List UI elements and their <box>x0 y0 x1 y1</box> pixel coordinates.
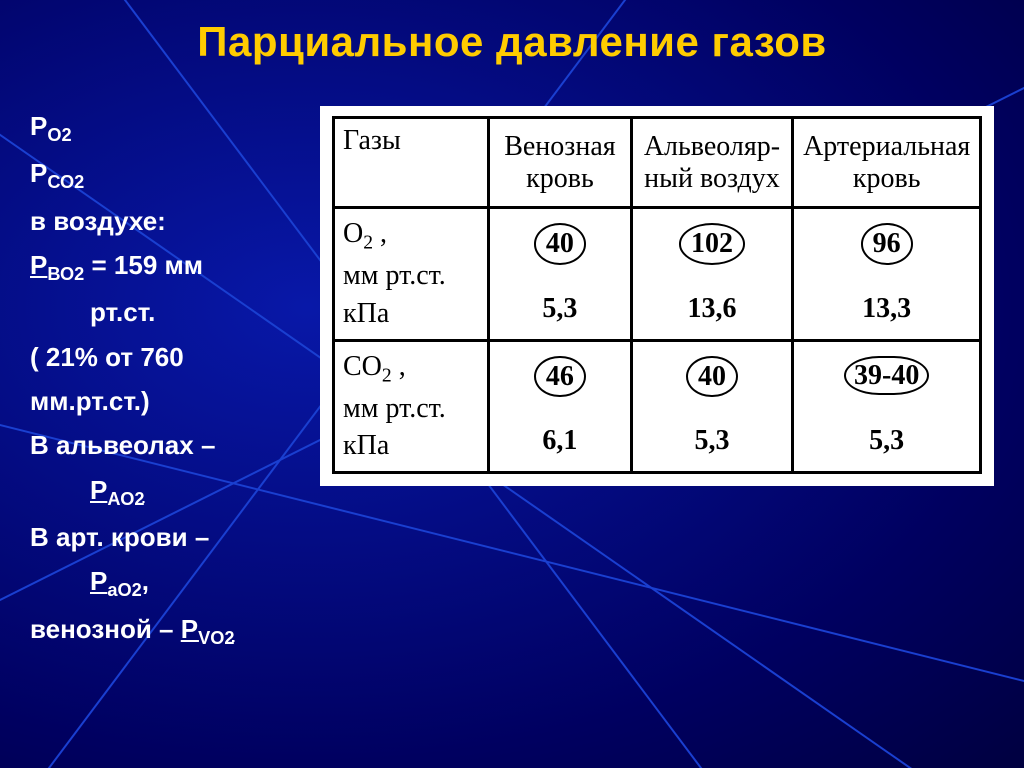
text: венозной – <box>30 614 181 644</box>
line-760: мм.рт.ст.) <box>30 381 310 421</box>
main-row: РО2 РСО2 в воздухе: РВО2 = 159 мм рт.ст.… <box>30 106 994 656</box>
table-container: Газы Венозная кровь Альвеоляр-ный воздух… <box>320 106 994 486</box>
circled-value: 102 <box>679 223 745 265</box>
line-21pct: ( 21% от 760 <box>30 337 310 377</box>
slide-title: Парциальное давление газов <box>30 18 994 66</box>
text: Р <box>30 250 47 280</box>
value-cell: 405,3 <box>489 208 631 341</box>
text: В арт. крови – <box>30 522 209 552</box>
value-cell: 405,3 <box>631 340 793 473</box>
line-air: в воздухе: <box>30 201 310 241</box>
th-alveolar: Альвеоляр-ный воздух <box>631 118 793 208</box>
text: Р <box>30 111 47 141</box>
value-cell: 466,1 <box>489 340 631 473</box>
th-arterial: Артериальная кровь <box>793 118 981 208</box>
line-venous: венозной – РVО2 <box>30 609 310 652</box>
circled-value: 40 <box>534 223 586 265</box>
line-rtst: рт.ст. <box>30 292 310 332</box>
circled-value: 96 <box>861 223 913 265</box>
circled-value: 39-40 <box>844 356 929 396</box>
line-pco2: РСО2 <box>30 153 310 196</box>
value-cell: 39-40 5,3 <box>793 340 981 473</box>
table-row: СО2 ,мм рт.ст.кПа466,1405,339-405,3 <box>334 340 981 473</box>
kpa-value: 5,3 <box>694 427 729 455</box>
line-alveoli: В альвеолах – <box>30 425 310 465</box>
gas-label-cell: О2 ,мм рт.ст.кПа <box>334 208 489 341</box>
table-body: О2 ,мм рт.ст.кПа405,310213,69613,3СО2 ,м… <box>334 208 981 473</box>
line-art: В арт. крови – <box>30 517 310 557</box>
left-text-column: РО2 РСО2 в воздухе: РВО2 = 159 мм рт.ст.… <box>30 106 310 656</box>
kpa-value: 6,1 <box>542 427 577 455</box>
table-row: О2 ,мм рт.ст.кПа405,310213,69613,3 <box>334 208 981 341</box>
subscript: О2 <box>47 125 71 145</box>
th-venous: Венозная кровь <box>489 118 631 208</box>
th-gases: Газы <box>334 118 489 208</box>
text: Р <box>30 158 47 188</box>
line-po2: РО2 <box>30 106 310 149</box>
gas-label-cell: СО2 ,мм рт.ст.кПа <box>334 340 489 473</box>
text: , <box>142 566 149 596</box>
kpa-value: 13,6 <box>687 295 736 323</box>
kpa-value: 5,3 <box>542 295 577 323</box>
kpa-value: 13,3 <box>862 295 911 323</box>
value-cell: 96 13,3 <box>793 208 981 341</box>
circled-value: 40 <box>686 356 738 398</box>
subscript: VО2 <box>198 628 234 648</box>
subscript: АО2 <box>107 489 144 509</box>
value-cell: 102 13,6 <box>631 208 793 341</box>
text: Р <box>90 475 107 505</box>
subscript: ВО2 <box>47 264 84 284</box>
line-pao2: РАО2 <box>30 470 310 513</box>
circled-value: 46 <box>534 356 586 398</box>
text: = 159 мм <box>84 250 203 280</box>
text: Р <box>181 614 198 644</box>
subscript: СО2 <box>47 173 84 193</box>
table-header-row: Газы Венозная кровь Альвеоляр-ный воздух… <box>334 118 981 208</box>
line-pvo2eq: РВО2 = 159 мм <box>30 245 310 288</box>
subscript: аО2 <box>107 581 141 601</box>
gas-table: Газы Венозная кровь Альвеоляр-ный воздух… <box>332 116 982 474</box>
kpa-value: 5,3 <box>869 427 904 455</box>
text: Р <box>90 566 107 596</box>
slide-content: Парциальное давление газов РО2 РСО2 в во… <box>0 0 1024 674</box>
text: В альвеолах – <box>30 430 215 460</box>
line-pao2-art: РаО2, <box>30 561 310 604</box>
